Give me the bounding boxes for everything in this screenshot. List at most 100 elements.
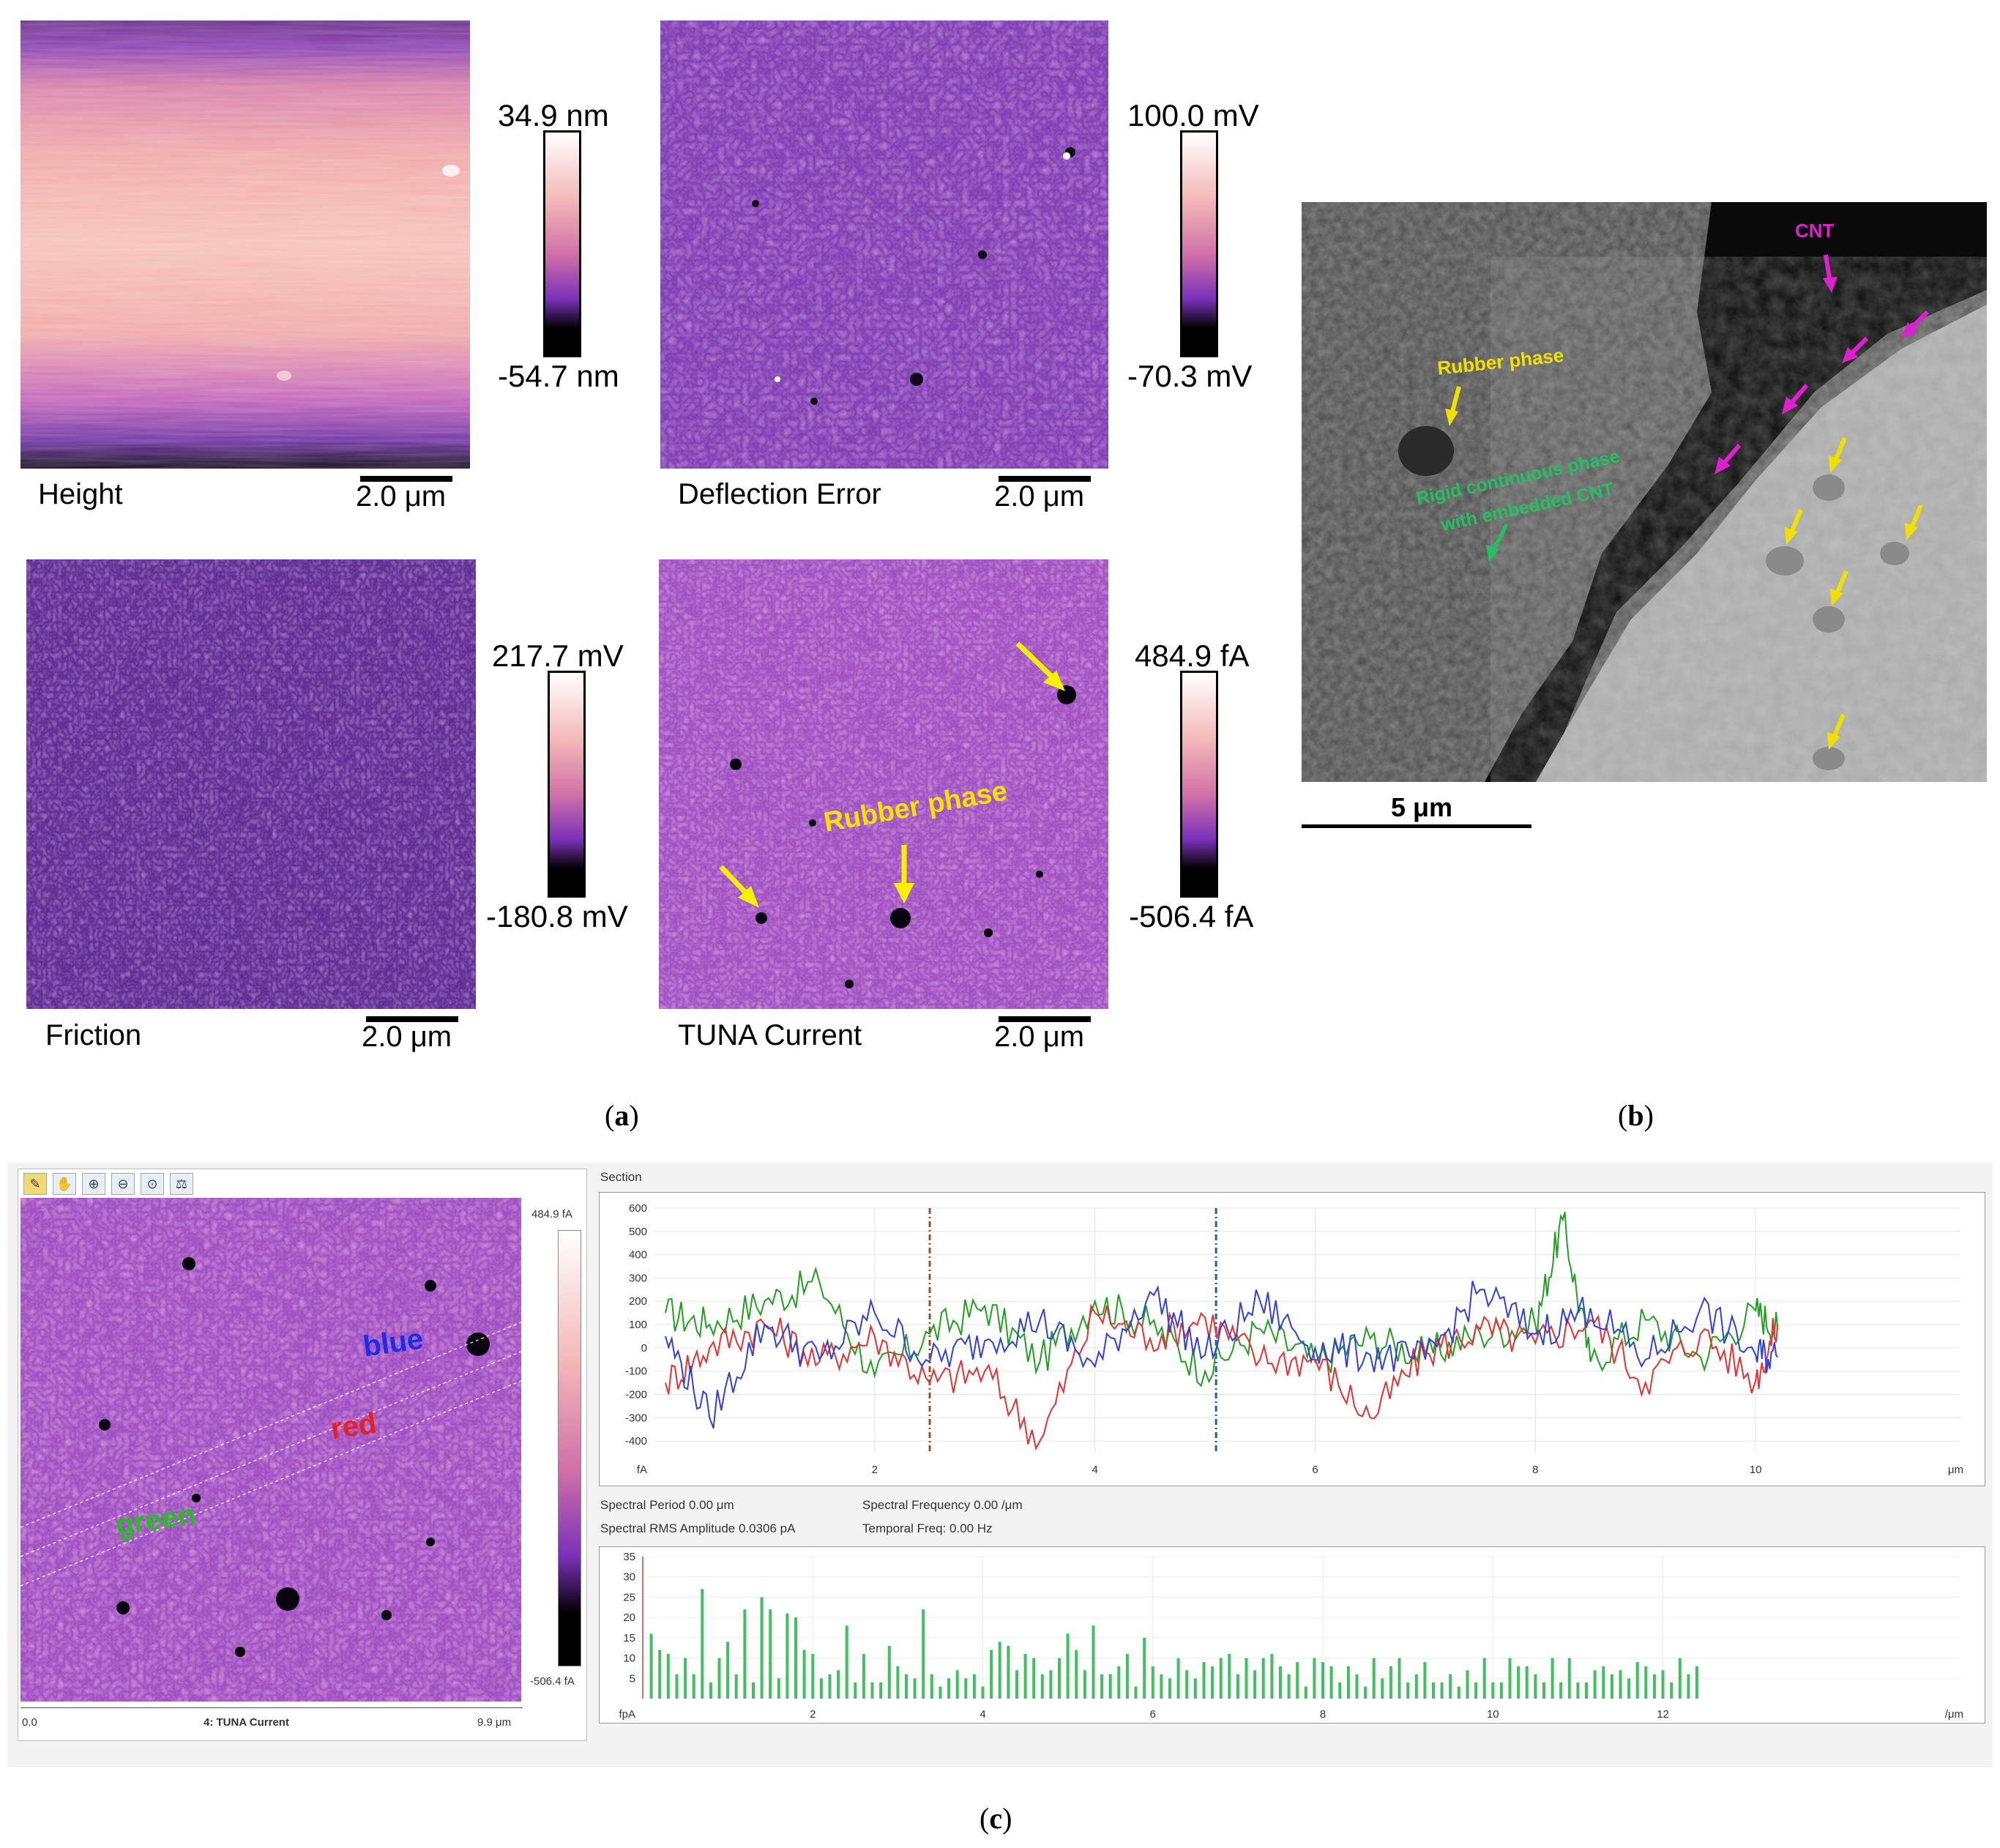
spectrum-bar bbox=[1151, 1666, 1154, 1699]
height-image bbox=[20, 21, 470, 469]
section-y-tick: 200 bbox=[629, 1295, 647, 1308]
spectrum-bar bbox=[1117, 1666, 1121, 1699]
spectrum-bar bbox=[1542, 1682, 1545, 1699]
spectrum-bar bbox=[658, 1650, 662, 1699]
spectrum-bar bbox=[726, 1642, 730, 1699]
spectrum-bar bbox=[1602, 1666, 1605, 1699]
sem-cnt-label: CNT bbox=[1795, 220, 1835, 242]
spectrum-bar bbox=[1585, 1682, 1588, 1699]
spectrum-bar bbox=[845, 1625, 848, 1699]
tuna-colorbar bbox=[1180, 671, 1218, 898]
hand-tool-icon[interactable]: ✋ bbox=[53, 1173, 76, 1195]
series-green-line bbox=[665, 1212, 1779, 1387]
spectrum-bar bbox=[1160, 1674, 1163, 1699]
spectrum-bar bbox=[998, 1642, 1001, 1699]
height-scale-text: 2.0 μm bbox=[356, 480, 447, 513]
measure-tool-icon[interactable]: ⚖ bbox=[170, 1173, 193, 1195]
section-x-tick: 2 bbox=[872, 1464, 878, 1476]
zoom-in-icon[interactable]: ⊕ bbox=[82, 1173, 105, 1195]
spectrum-bar bbox=[1296, 1662, 1299, 1699]
height-max: 34.9 nm bbox=[498, 98, 609, 133]
spectrum-bar bbox=[1075, 1650, 1078, 1699]
spectrum-bar bbox=[1372, 1658, 1376, 1699]
image-x-start: 0.0 bbox=[22, 1716, 37, 1729]
zoom-out-icon[interactable]: ⊖ bbox=[111, 1173, 135, 1195]
spectrum-bar bbox=[1202, 1662, 1206, 1699]
section-y-tick: -400 bbox=[625, 1435, 647, 1448]
friction-scalebar bbox=[366, 1016, 458, 1022]
spectrum-bar bbox=[1270, 1654, 1274, 1699]
spectrum-bar bbox=[1058, 1658, 1061, 1699]
caption-c: (c) bbox=[980, 1802, 1012, 1835]
pencil-tool-icon[interactable]: ✎ bbox=[23, 1173, 47, 1195]
spectrum-bar bbox=[1398, 1658, 1401, 1699]
spectrum-bar bbox=[1635, 1662, 1639, 1699]
spectrum-y-tick: 35 bbox=[623, 1551, 635, 1563]
spectrum-bar bbox=[1279, 1666, 1282, 1699]
spectrum-bar bbox=[709, 1682, 712, 1699]
spectrum-bar bbox=[1593, 1670, 1597, 1699]
spectrum-bar bbox=[1482, 1658, 1486, 1699]
spectrum-bar bbox=[828, 1674, 832, 1699]
spectrum-bar bbox=[666, 1654, 670, 1699]
tuna-max: 484.9 fA bbox=[1135, 638, 1250, 673]
section-y-tick: 300 bbox=[629, 1272, 647, 1284]
deflection-min: -70.3 mV bbox=[1127, 359, 1253, 393]
spectrum-x-tick: 8 bbox=[1320, 1708, 1326, 1721]
spectrum-bar bbox=[1610, 1674, 1613, 1699]
tuna-section-image[interactable] bbox=[20, 1198, 521, 1702]
height-min: -54.7 nm bbox=[498, 359, 619, 393]
spectrum-bar bbox=[1338, 1682, 1342, 1699]
spectrum-bar bbox=[1176, 1658, 1180, 1699]
spectrum-x-tick: 2 bbox=[810, 1708, 816, 1721]
section-x-tick: 4 bbox=[1092, 1464, 1097, 1476]
spectrum-bar bbox=[701, 1589, 704, 1699]
spectrum-bar bbox=[743, 1609, 747, 1699]
friction-min: -180.8 mV bbox=[486, 899, 628, 934]
section-x-unit: μm bbox=[1948, 1464, 1963, 1476]
line-red-label: red bbox=[329, 1407, 378, 1446]
tuna-scale-text: 2.0 μm bbox=[994, 1021, 1085, 1053]
spectrum-bar bbox=[1185, 1670, 1189, 1699]
spectrum-bar bbox=[862, 1654, 865, 1699]
spectrum-bar bbox=[870, 1682, 874, 1699]
section-x-tick: 10 bbox=[1750, 1464, 1762, 1476]
spectrum-bar bbox=[1083, 1670, 1086, 1699]
spectrum-bar bbox=[1108, 1674, 1112, 1699]
spectrum-bar bbox=[1287, 1674, 1291, 1699]
zoom-reset-icon[interactable]: ⊙ bbox=[141, 1173, 164, 1195]
spectrum-bar bbox=[1219, 1658, 1223, 1699]
spectrum-bar bbox=[1474, 1682, 1478, 1699]
spectrum-bar bbox=[777, 1678, 780, 1699]
spectrum-bar bbox=[964, 1678, 968, 1699]
spectrum-bar bbox=[1687, 1674, 1690, 1699]
deflection-scalebar bbox=[999, 476, 1091, 482]
tuna-image: Rubber phase bbox=[659, 559, 1108, 1009]
spectrum-bar bbox=[1695, 1666, 1698, 1699]
spectrum-bar bbox=[854, 1682, 857, 1699]
spectrum-bar bbox=[1092, 1625, 1095, 1699]
caption-b: (b) bbox=[1618, 1099, 1654, 1132]
spectrum-bar bbox=[1049, 1670, 1053, 1699]
spectrum-bar bbox=[981, 1686, 985, 1699]
spectrum-y-tick: 25 bbox=[623, 1591, 635, 1603]
spectrum-bar bbox=[649, 1633, 653, 1699]
spectrum-bar bbox=[1661, 1670, 1665, 1699]
spectrum-bar bbox=[1559, 1682, 1563, 1699]
spectrum-bar bbox=[1508, 1658, 1512, 1699]
spectrum-bar bbox=[1432, 1682, 1435, 1699]
spectrum-bar bbox=[896, 1666, 900, 1699]
spectrum-bar bbox=[837, 1670, 840, 1699]
spectrum-y-tick: 10 bbox=[623, 1653, 635, 1665]
image-axis-line bbox=[20, 1707, 523, 1708]
spectrum-bar bbox=[1193, 1678, 1197, 1699]
spectrum-bar bbox=[1329, 1666, 1333, 1699]
caption-a: (a) bbox=[605, 1099, 639, 1132]
spectrum-bar bbox=[1007, 1645, 1010, 1699]
spectrum-bar bbox=[760, 1597, 764, 1699]
spectrum-bar bbox=[887, 1645, 891, 1699]
spectrum-bar bbox=[717, 1658, 721, 1699]
spectrum-bar bbox=[1534, 1674, 1537, 1699]
section-y-tick: -100 bbox=[625, 1365, 647, 1378]
spectrum-bar bbox=[1134, 1686, 1138, 1699]
